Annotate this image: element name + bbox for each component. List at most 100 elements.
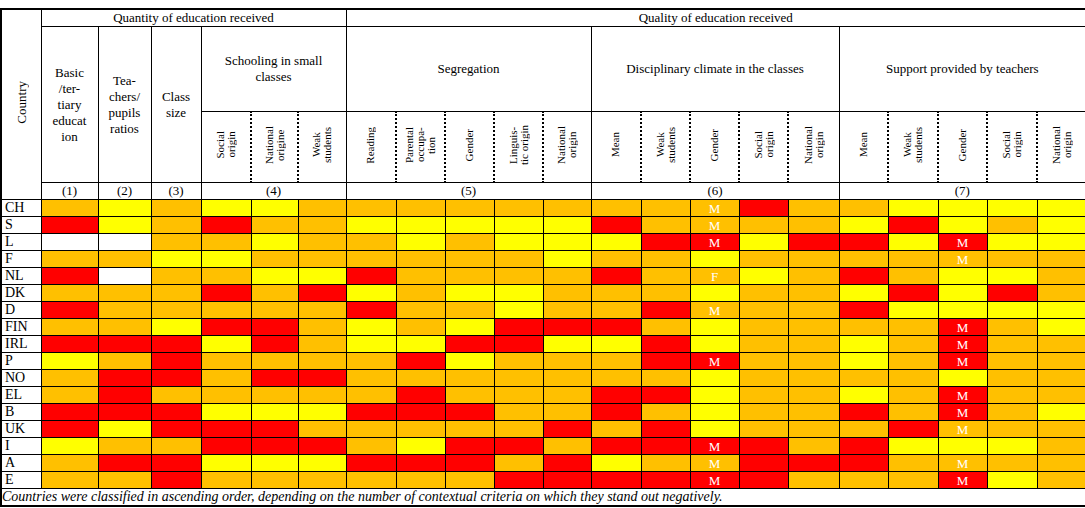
cell-B-discipline-mean-red [591,404,641,421]
country-label-UK: UK [1,421,41,438]
gender-mark-M: M [957,388,969,403]
cell-NL-segregation-reading-red [346,268,396,285]
cell-NL-discipline-social-origin-yellow [739,268,788,285]
header-schooling-in-small-classes: Schooling in small classes [201,27,346,112]
cell-E-basic-tertiary-education-orange [41,472,98,489]
cell-F-segregation-national-origin-yellow [543,251,591,268]
cell-FIN-discipline-social-origin-orange [739,319,788,336]
cell-IRL-discipline-weak-students-red [641,336,690,353]
cell-A-segregation-parental-occupation-red [396,455,445,472]
number-3: (3) [151,183,201,200]
country-column-header: Country [1,9,41,200]
gender-mark-M: M [709,354,721,369]
cell-D-segregation-national-origin-orange [543,302,591,319]
cell-I-small-classes-national-origine-red [251,438,298,455]
gender-mark-M: M [957,456,969,471]
footnote-text: Countries were classified in ascending o… [1,489,1085,507]
subheader-label-small-classes-weak-students: Weak students [311,127,333,163]
cell-P-support-social-origin-orange [987,353,1037,370]
cell-A-small-classes-national-origine-yellow [251,455,298,472]
cell-P-discipline-social-origin-orange [739,353,788,370]
page: Country Quantity of education received Q… [0,0,1085,508]
cell-E-teachers-pupils-ratios-orange [98,472,151,489]
table-row-A: AMM [1,455,1085,472]
cell-NL-teachers-pupils-ratios-white [98,268,151,285]
cell-D-class-size-orange [151,302,201,319]
cell-L-teachers-pupils-ratios-white [98,234,151,251]
cell-D-support-gender-yellow [938,302,987,319]
cell-NO-discipline-weak-students-orange [641,370,690,387]
number-6: (6) [591,183,839,200]
cell-UK-small-classes-weak-students-orange [298,421,346,438]
cell-UK-support-gender-orange: M [938,421,987,438]
cell-P-support-mean-yellow [839,353,888,370]
cell-UK-segregation-national-origin-red [543,421,591,438]
cell-S-discipline-weak-students-orange [641,217,690,234]
cell-NL-discipline-weak-students-orange [641,268,690,285]
cell-P-discipline-mean-orange [591,353,641,370]
cell-L-support-national-origin-yellow [1037,234,1085,251]
subheader-label-discipline-gender: Gender [709,129,720,161]
subheader-support-national-origin: National origin [1037,112,1085,183]
subheader-label-segregation-gender: Gender [464,129,475,161]
cell-FIN-support-social-origin-orange [987,319,1037,336]
gender-mark-M: M [957,422,969,437]
cell-IRL-discipline-gender-yellow [690,336,739,353]
cell-F-small-classes-social-origin-yellow [201,251,251,268]
subheader-label-small-classes-social-origin: Social origin [215,131,237,159]
cell-A-segregation-reading-red [346,455,396,472]
cell-EL-basic-tertiary-education-orange [41,387,98,404]
cell-CH-discipline-weak-students-orange [641,200,690,217]
cell-EL-discipline-national-origin-orange [788,387,839,404]
cell-EL-discipline-social-origin-orange [739,387,788,404]
cell-IRL-support-weak-students-orange [888,336,938,353]
cell-A-class-size-red [151,455,201,472]
cell-CH-small-classes-national-origine-yellow [251,200,298,217]
cell-F-support-mean-orange [839,251,888,268]
cell-P-small-classes-national-origine-orange [251,353,298,370]
cell-B-discipline-weak-students-orange [641,404,690,421]
cell-A-segregation-linguistic-origin-orange [494,455,543,472]
cell-D-discipline-social-origin-orange [739,302,788,319]
cell-P-segregation-gender-yellow [445,353,494,370]
cell-D-teachers-pupils-ratios-orange [98,302,151,319]
cell-F-segregation-parental-occupation-orange [396,251,445,268]
gender-mark-M: M [709,439,721,454]
cell-S-support-national-origin-yellow [1037,217,1085,234]
cell-P-segregation-reading-orange [346,353,396,370]
cell-E-segregation-national-origin-red [543,472,591,489]
cell-F-small-classes-national-origine-orange [251,251,298,268]
gender-mark-M: M [957,320,969,335]
cell-L-small-classes-weak-students-orange [298,234,346,251]
cell-F-class-size-yellow [151,251,201,268]
country-label-DK: DK [1,285,41,302]
cell-FIN-support-mean-orange [839,319,888,336]
cell-DK-segregation-parental-occupation-orange [396,285,445,302]
cell-L-support-mean-red [839,234,888,251]
cell-UK-segregation-gender-orange [445,421,494,438]
cell-IRL-teachers-pupils-ratios-red [98,336,151,353]
cell-NO-teachers-pupils-ratios-red [98,370,151,387]
cell-NO-support-weak-students-orange [888,370,938,387]
cell-B-discipline-national-origin-orange [788,404,839,421]
cell-CH-teachers-pupils-ratios-yellow [98,200,151,217]
cell-S-small-classes-social-origin-red [201,217,251,234]
cell-B-segregation-linguistic-origin-orange [494,404,543,421]
cell-IRL-segregation-gender-red [445,336,494,353]
cell-IRL-segregation-linguistic-origin-red [494,336,543,353]
section-title-row: Country Quantity of education received Q… [1,9,1085,27]
cell-NO-segregation-parental-occupation-orange [396,370,445,387]
cell-I-support-weak-students-yellow [888,438,938,455]
cell-FIN-small-classes-social-origin-red [201,319,251,336]
cell-UK-support-weak-students-red [888,421,938,438]
cell-IRL-discipline-mean-yellow [591,336,641,353]
cell-L-support-gender-red: M [938,234,987,251]
country-label-CH: CH [1,200,41,217]
country-label-FIN: FIN [1,319,41,336]
cell-B-discipline-gender-yellow [690,404,739,421]
cell-I-segregation-national-origin-orange [543,438,591,455]
cell-D-support-social-origin-yellow [987,302,1037,319]
cell-I-support-national-origin-orange [1037,438,1085,455]
cell-L-discipline-social-origin-yellow [739,234,788,251]
cell-I-basic-tertiary-education-yellow [41,438,98,455]
